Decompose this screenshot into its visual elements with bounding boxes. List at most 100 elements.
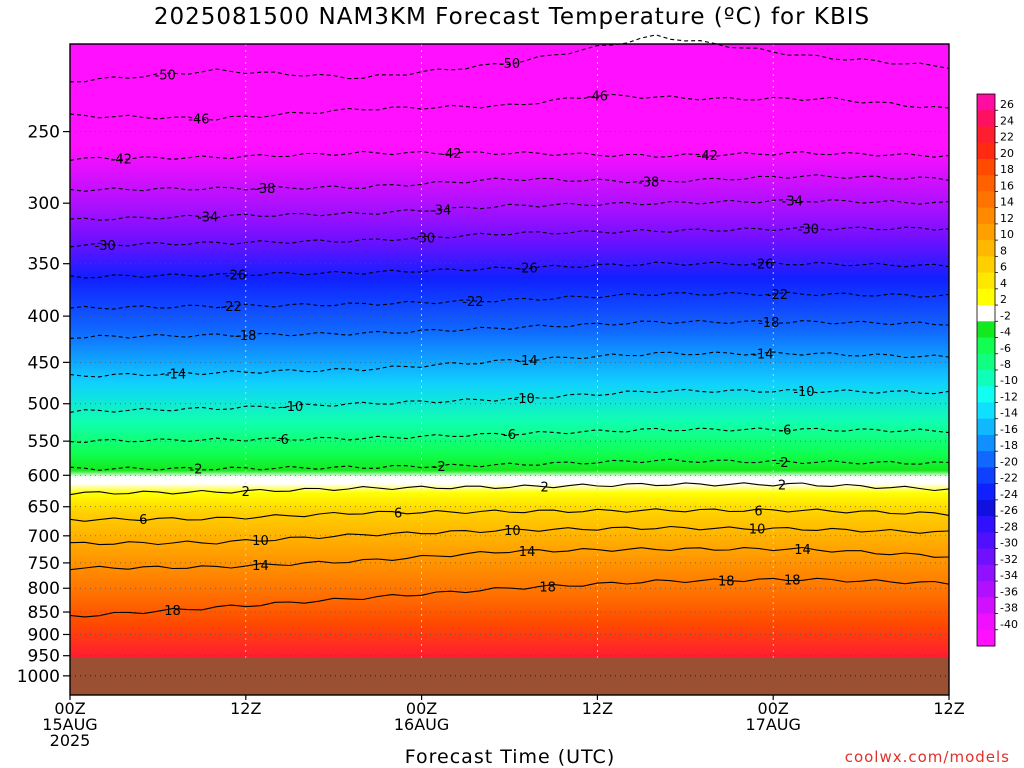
isotherm-label: 2: [541, 480, 549, 495]
x-tick-label: 00Z: [54, 699, 85, 718]
isotherm-label: 6: [139, 513, 147, 528]
y-tick-label: 300: [28, 194, 60, 214]
isotherm-label: 10: [504, 524, 521, 539]
isotherm-label: -42: [697, 149, 718, 164]
isotherm-label: -26: [516, 262, 537, 277]
isotherm--34: [69, 198, 950, 221]
y-tick-label: 700: [28, 527, 60, 547]
x-tick-label: 17AUG: [745, 715, 800, 734]
isotherm-label: -10: [282, 400, 303, 415]
isotherm-10: [69, 525, 950, 546]
colorbar-label: -6: [1000, 342, 1011, 355]
isotherm-label: -38: [638, 176, 659, 191]
isotherm-label: 14: [519, 545, 536, 560]
colorbar-label: -26: [1000, 504, 1018, 517]
isotherm-label: -14: [752, 348, 773, 363]
colorbar-swatch: [977, 532, 995, 550]
isotherm-label: 18: [164, 604, 181, 619]
colorbar-label: 8: [1000, 244, 1007, 257]
isotherm--2: [69, 458, 950, 471]
isotherm-label: -14: [516, 354, 537, 369]
isotherm-18: [69, 577, 950, 618]
y-tick-label: 250: [28, 123, 60, 143]
x-tick-label: 00Z: [758, 699, 789, 718]
isotherm-label: -42: [111, 152, 132, 167]
isotherm-label: -30: [414, 232, 435, 247]
colorbar-swatch: [977, 597, 995, 615]
isotherm-label: 6: [754, 504, 762, 519]
colorbar-swatch: [977, 629, 995, 647]
isotherm-label: -34: [430, 203, 451, 218]
colorbar-swatch: [977, 451, 995, 468]
isotherm--18: [69, 319, 950, 339]
x-tick-label: 12Z: [582, 699, 613, 718]
isotherm-label: -42: [440, 147, 461, 162]
x-tick-label: 2025: [50, 731, 91, 750]
colorbar-label: -8: [1000, 358, 1011, 371]
isotherm-label: -6: [778, 424, 791, 439]
isotherm-2: [69, 482, 950, 496]
y-axis: 2503003504004505005506006507007508008509…: [17, 123, 70, 687]
isotherm-label: -30: [798, 223, 819, 238]
colorbar-label: -40: [1000, 618, 1018, 631]
isotherm-label: 2: [242, 485, 250, 500]
isotherm-label: -2: [776, 456, 789, 471]
colorbar-label: 12: [1000, 212, 1014, 225]
colorbar-label: -14: [1000, 407, 1018, 420]
colorbar-label: 2: [1000, 293, 1007, 306]
colorbar-swatch: [977, 337, 995, 355]
isotherm-label: -34: [782, 195, 803, 210]
colorbar-swatch: [977, 386, 995, 403]
x-tick-label: 15AUG: [42, 715, 97, 734]
isotherm-label: 18: [718, 574, 735, 589]
colorbar-label: -28: [1000, 520, 1018, 533]
isotherm-label: -10: [514, 392, 535, 407]
isotherm--50: [70, 34, 950, 83]
colorbar-swatch: [977, 516, 995, 533]
isotherm-14: [69, 546, 950, 571]
y-tick-label: 950: [28, 647, 60, 667]
colorbar-label: -20: [1000, 455, 1018, 468]
isotherm-label: -14: [165, 368, 186, 383]
temperature-field: [70, 44, 949, 695]
y-tick-label: 550: [28, 432, 60, 452]
isotherm-label: 10: [749, 523, 766, 538]
colorbar-label: -16: [1000, 423, 1018, 436]
colorbar-swatch: [977, 548, 995, 566]
colorbar-label: 18: [1000, 163, 1014, 176]
colorbar-swatch: [977, 175, 995, 192]
isotherm-label: -22: [221, 300, 242, 315]
colorbar-swatch: [977, 564, 995, 582]
colorbar-swatch: [977, 499, 995, 517]
x-tick-label: 16AUG: [394, 715, 449, 734]
isotherm-label: -30: [95, 239, 116, 254]
colorbar-swatch: [977, 126, 995, 144]
isotherm-label: -2: [433, 460, 446, 475]
isotherm-label: -46: [587, 89, 608, 104]
colorbar-swatch: [977, 321, 995, 339]
isotherm-label: -22: [767, 288, 788, 303]
isotherm-layer: -50 -50 -46 -46 -42 -42 -42 -38 -38 -34 -34 -34 -30 -…: [69, 34, 950, 619]
ground-below-surface: [70, 657, 949, 695]
colorbar-label: 4: [1000, 277, 1007, 290]
isotherm-label: -10: [793, 385, 814, 400]
isotherm--38: [69, 174, 950, 192]
colorbar-label: -12: [1000, 390, 1018, 403]
x-axis-label: Forecast Time (UTC): [404, 746, 616, 768]
isotherm-label: 14: [794, 543, 811, 558]
colorbar: 26 24 22 20 18 16 14 12 10 8 6 4 2 -2 -4 -6 -8 -10 -12 -14 -…: [976, 93, 1018, 647]
colorbar-swatch: [977, 353, 995, 371]
isotherm-label: -6: [276, 433, 289, 448]
colorbar-label: 6: [1000, 261, 1007, 274]
y-tick-label: 400: [28, 307, 60, 327]
colorbar-label: -30: [1000, 537, 1018, 550]
colorbar-swatch: [977, 142, 995, 160]
colorbar-label: -38: [1000, 602, 1018, 615]
isotherm-label: 14: [252, 559, 269, 574]
colorbar-swatch: [977, 483, 995, 501]
y-tick-label: 800: [28, 579, 60, 599]
isotherm--14: [69, 351, 950, 378]
isotherm-6: [69, 508, 950, 522]
colorbar-swatch: [977, 207, 995, 225]
colorbar-swatch: [977, 94, 995, 111]
